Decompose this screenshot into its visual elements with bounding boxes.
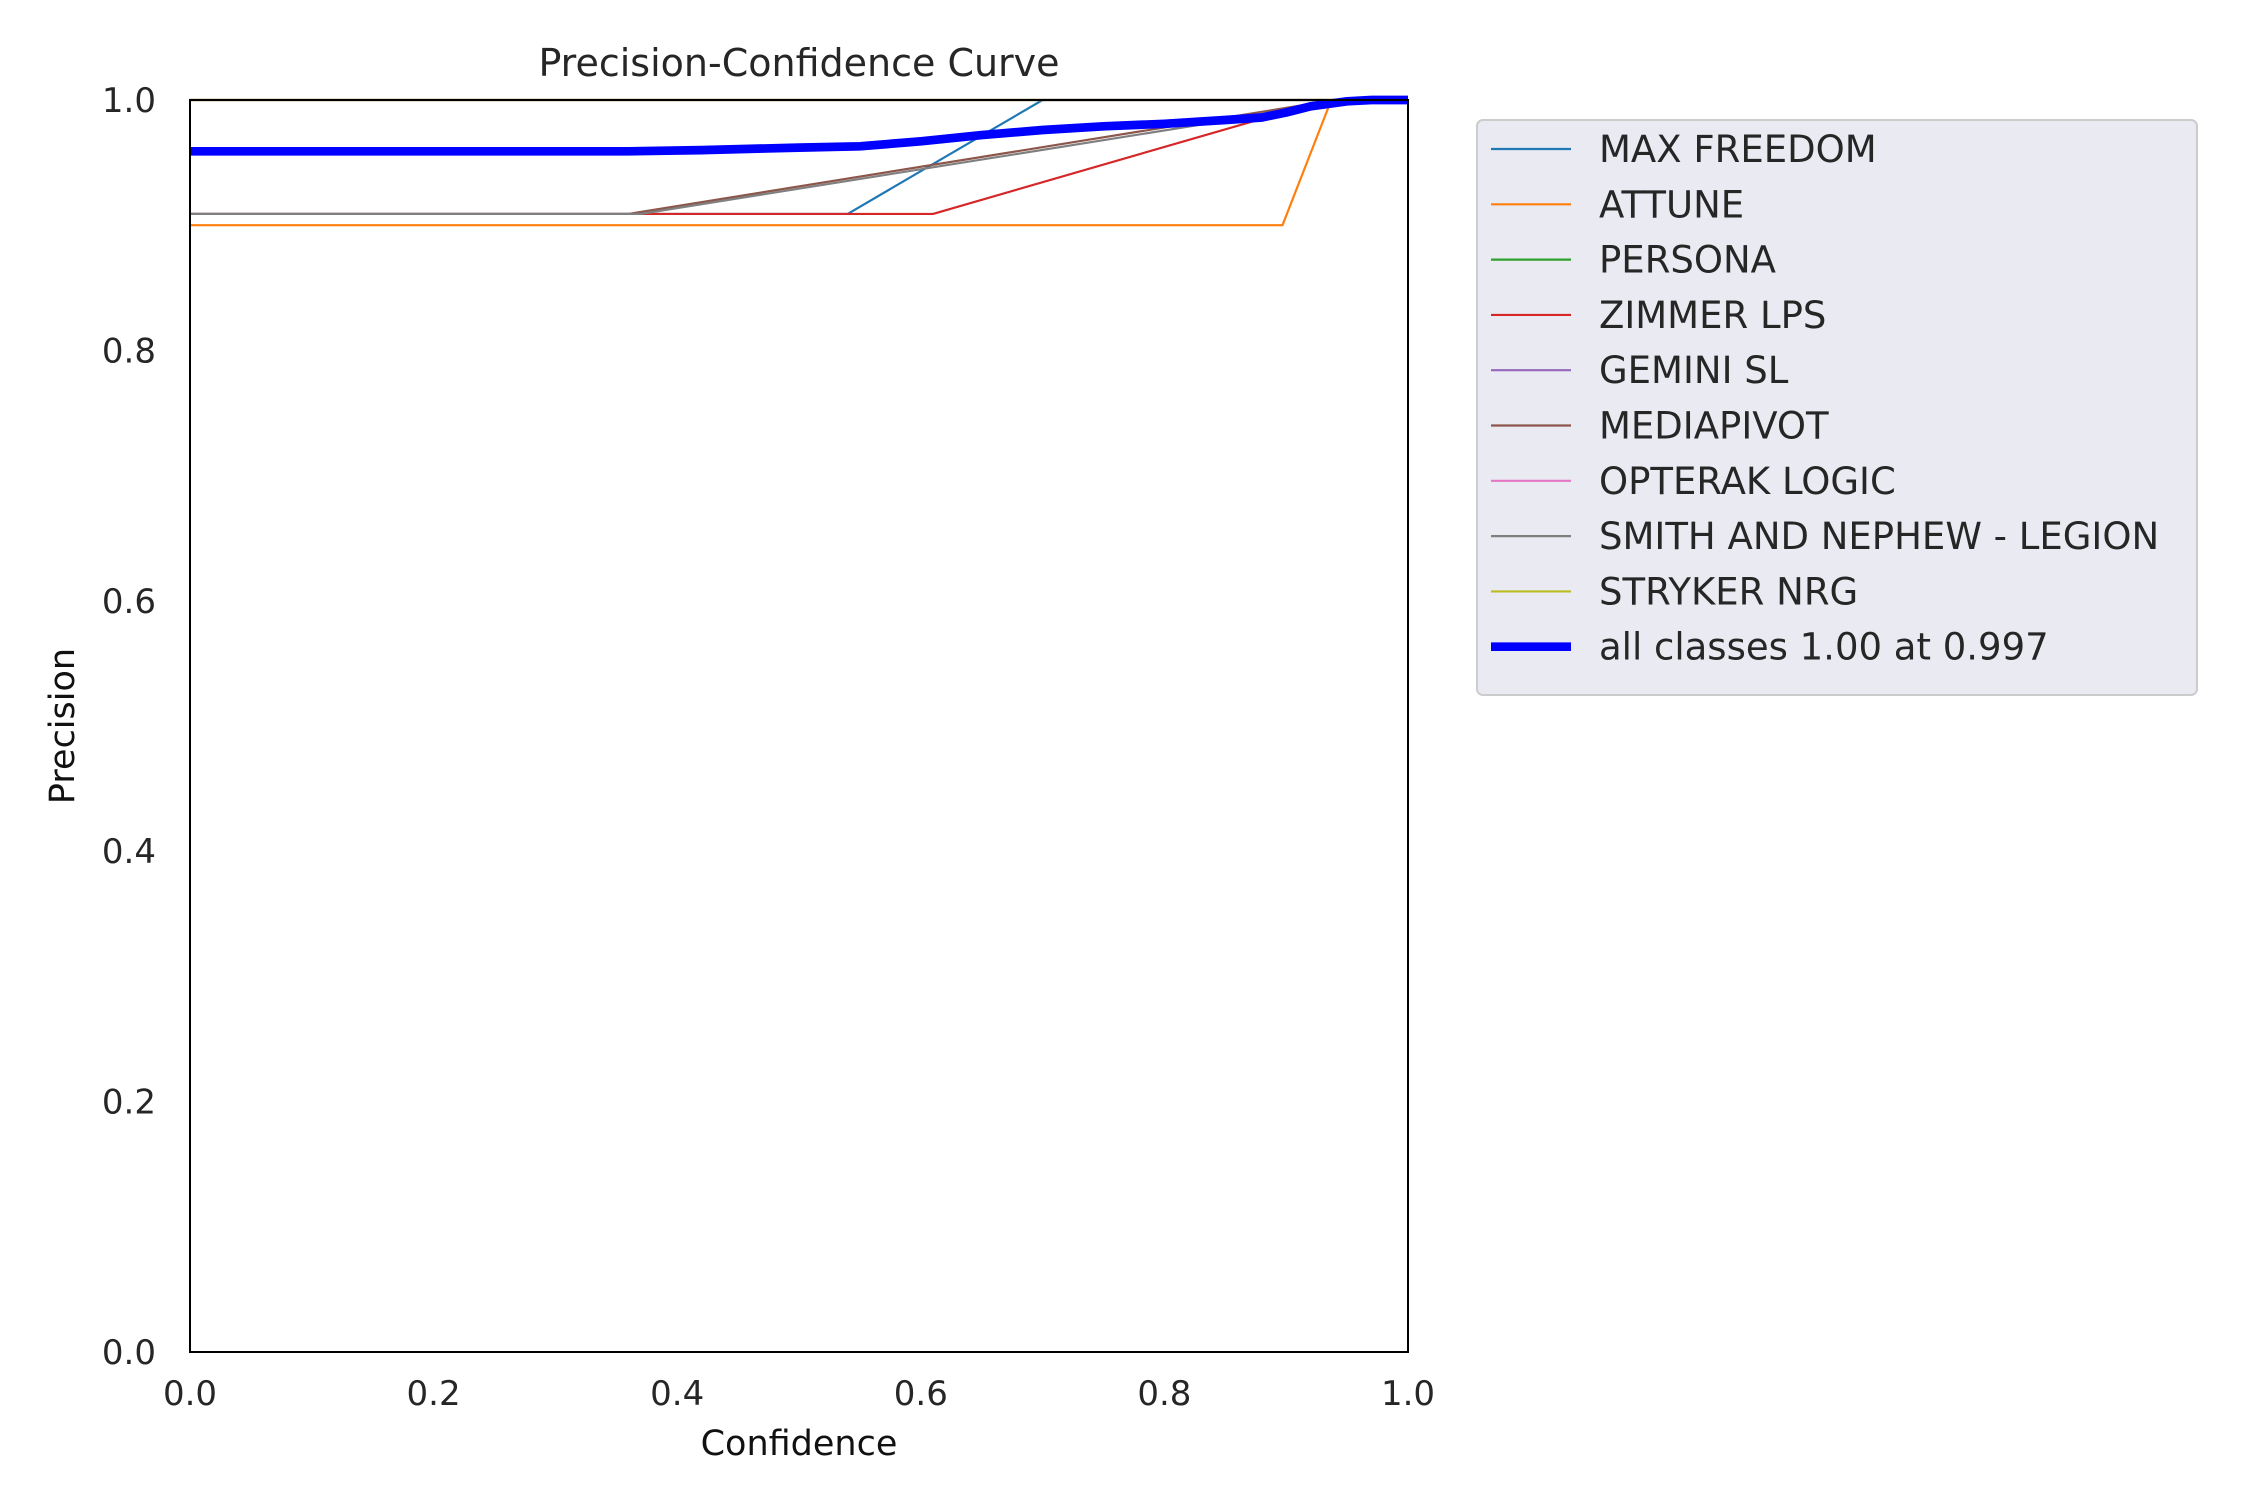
plot-background: [190, 100, 1408, 1352]
y-tick-label: 0.0: [102, 1333, 156, 1373]
x-tick-label: 0.2: [407, 1374, 461, 1414]
x-tick-label: 0.4: [650, 1374, 704, 1414]
legend-label: GEMINI SL: [1599, 349, 1789, 392]
x-tick-label: 1.0: [1381, 1374, 1435, 1414]
x-axis-ticks: 0.0 0.2 0.4 0.6 0.8 1.0: [163, 1374, 1435, 1414]
legend-label: MEDIAPIVOT: [1599, 405, 1829, 448]
legend-label: ZIMMER LPS: [1599, 294, 1826, 337]
y-tick-label: 0.8: [102, 331, 156, 371]
legend-label: OPTERAK LOGIC: [1599, 460, 1896, 503]
y-tick-label: 1.0: [102, 81, 156, 121]
x-tick-label: 0.6: [894, 1374, 948, 1414]
x-tick-label: 0.8: [1137, 1374, 1191, 1414]
legend: MAX FREEDOM ATTUNE PERSONA ZIMMER LPS GEMINI…: [1476, 119, 2198, 696]
y-tick-label: 0.4: [102, 832, 156, 872]
y-tick-label: 0.6: [102, 582, 156, 622]
y-axis-ticks: 0.0 0.2 0.4 0.6 0.8 1.0: [102, 81, 156, 1373]
plot-area: [189, 95, 1409, 1353]
x-axis-label: Confidence: [701, 1424, 898, 1464]
legend-label: PERSONA: [1599, 239, 1776, 282]
legend-label: STRYKER NRG: [1599, 570, 1858, 613]
y-tick-label: 0.2: [102, 1083, 156, 1123]
chart-title: Precision-Confidence Curve: [538, 41, 1059, 85]
legend-label: ATTUNE: [1599, 183, 1744, 226]
plot-frame: [189, 99, 1409, 1353]
legend-label: MAX FREEDOM: [1599, 128, 1877, 171]
legend-box: [1476, 119, 2198, 696]
y-axis-label: Precision: [43, 648, 83, 804]
x-tick-label: 0.0: [163, 1374, 217, 1414]
legend-label: SMITH AND NEPHEW - LEGION: [1599, 515, 2159, 558]
series-line-all-classes-1-00-at-0-997: [190, 95, 1408, 156]
legend-label: all classes 1.00 at 0.997: [1599, 626, 2049, 669]
